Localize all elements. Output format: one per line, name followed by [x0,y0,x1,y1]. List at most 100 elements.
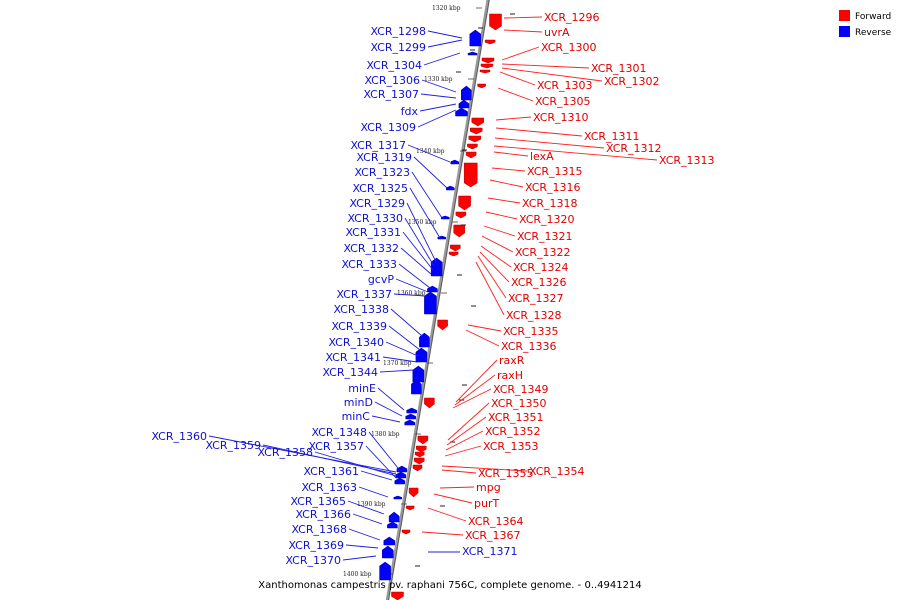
leader-line [444,445,482,457]
leader-line [491,167,526,172]
gene-label-xcr-1331: XCR_1331 [345,226,401,239]
reverse-gene-feature [419,332,430,348]
gene-label-xcr-1306: XCR_1306 [364,74,420,87]
leader-line [374,401,403,417]
gene-label-xcr-1349: XCR_1349 [493,383,549,396]
gene-label-xcr-1357: XCR_1357 [308,440,364,453]
gene-label-xcr-1322: XCR_1322 [515,246,571,259]
leader-line [427,30,463,39]
forward-gene-feature [424,397,435,409]
leader-line [485,211,518,220]
gene-label-xcr-1309: XCR_1309 [360,121,416,134]
tick-label-1340-kbp: 1340 kbp [416,148,445,155]
leader-line [439,486,475,489]
reverse-gene-feature [469,29,482,47]
forward-gene-feature [413,457,425,465]
reverse-gene-feature [467,51,478,56]
leader-line [348,528,381,541]
leader-line [503,29,543,33]
gene-label-xcr-1338: XCR_1338 [333,303,389,316]
forward-gene-feature [484,39,496,45]
gene-label-lexa: lexA [530,150,554,163]
forward-gene-feature [448,251,459,257]
gene-label-xcr-1363: XCR_1363 [301,481,357,494]
reverse-gene-feature [430,257,443,277]
gene-label-xcr-1324: XCR_1324 [513,261,569,274]
leader-line [395,278,429,293]
leader-line [352,513,383,525]
gene-label-xcr-1315: XCR_1315 [527,165,583,178]
backbone-edge [388,0,490,600]
gene-label-xcr-1332: XCR_1332 [343,242,399,255]
gene-label-xcr-1318: XCR_1318 [522,197,578,210]
forward-gene-feature [465,151,477,159]
leader-line [345,544,379,549]
forward-gene-feature [414,451,425,458]
leader-line [365,445,397,479]
legend-forward-swatch [839,10,850,21]
leader-line [377,387,405,411]
gene-label-xcr-1300: XCR_1300 [541,41,597,54]
tick-label-1370-kbp: 1370 kbp [383,360,412,367]
gene-label-xcr-1326: XCR_1326 [511,276,567,289]
leader-line [480,245,512,268]
forward-gene-feature [463,162,478,188]
leader-line [487,197,521,204]
gene-label-xcr-1302: XCR_1302 [604,75,660,88]
gene-label-xcr-1341: XCR_1341 [325,351,381,364]
gene-label-xcr-1303: XCR_1303 [537,79,593,92]
tick-label-1350-kbp: 1350 kbp [408,219,437,226]
gene-label-xcr-1359: XCR_1359 [205,439,261,452]
gene-label-xcr-1298: XCR_1298 [370,25,426,38]
gene-label-xcr-1301: XCR_1301 [591,62,647,75]
gene-label-xcr-1351: XCR_1351 [488,411,544,424]
gene-label-mine: minE [348,382,376,395]
leader-line [402,231,434,271]
leader-line [501,67,603,82]
leader-line [390,308,423,337]
gene-label-xcr-1317: XCR_1317 [350,139,406,152]
legend-reverse-swatch [839,26,850,37]
leader-line [479,251,510,283]
leader-line [427,507,467,522]
leader-line [421,531,464,536]
leader-line [465,329,500,347]
gene-label-xcr-1370: XCR_1370 [285,554,341,567]
reverse-gene-feature [396,465,408,473]
gene-label-raxh: raxH [497,369,523,382]
reverse-gene-feature [458,99,470,109]
gene-label-xcr-1307: XCR_1307 [363,88,419,101]
forward-gene-feature [401,529,411,535]
gene-label-xcr-1327: XCR_1327 [508,292,564,305]
leader-line [358,486,389,498]
reverse-gene-feature [415,347,428,363]
leader-line [501,46,540,61]
gene-label-mind: minD [344,396,373,409]
forward-gene-feature [455,211,467,219]
forward-gene-feature [469,127,483,135]
tick-label-1330-kbp: 1330 kbp [424,76,453,83]
forward-gene-feature [479,69,491,74]
gene-label-xcr-1304: XCR_1304 [366,59,422,72]
leader-line [493,151,529,157]
gene-label-uvra: uvrA [544,26,570,39]
gene-label-raxr: raxR [499,354,525,367]
leader-line [495,116,532,121]
forward-gene-feature [416,445,427,453]
gene-label-xcr-1337: XCR_1337 [336,288,392,301]
gene-label-xcr-1364: XCR_1364 [468,515,524,528]
reverse-gene-feature [440,215,450,220]
gene-label-xcr-1320: XCR_1320 [519,213,575,226]
reverse-gene-feature [394,477,406,485]
backbone-line [385,0,490,600]
forward-gene-feature [477,83,486,89]
leader-line [455,359,498,403]
leader-line [398,263,431,289]
gene-label-purt: purT [474,497,499,510]
leader-line [314,451,397,477]
leader-line [497,87,534,102]
leader-line [433,493,473,504]
gene-label-xcr-1325: XCR_1325 [352,182,408,195]
gene-label-xcr-1323: XCR_1323 [354,166,410,179]
